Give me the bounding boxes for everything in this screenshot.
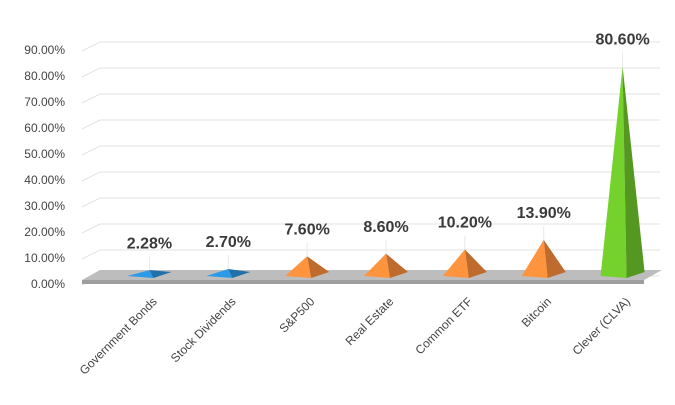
value-label: 2.28% (127, 235, 172, 252)
y-tick-label: 0.00% (31, 277, 65, 291)
pyramid (127, 270, 154, 278)
grid-line (81, 197, 660, 208)
x-tick-label: Bitcoin (519, 294, 554, 329)
value-label: 80.60% (595, 32, 649, 49)
y-tick-label: 10.00% (24, 251, 65, 265)
value-label: 10.20% (438, 215, 492, 232)
y-tick-label: 50.00% (24, 147, 65, 161)
floor-edge (82, 280, 644, 284)
value-label: 13.90% (517, 205, 571, 222)
pyramid (364, 253, 390, 278)
pyramid (206, 268, 233, 278)
x-tick-label: Real Estate (343, 294, 397, 348)
grid-line (81, 41, 660, 52)
pyramid-side (464, 249, 487, 278)
grid-line (81, 145, 660, 156)
y-tick-label: 70.00% (24, 95, 65, 109)
x-tick-label: Stock Dividends (168, 294, 239, 365)
pyramid-side (386, 253, 408, 278)
pyramid-side (543, 239, 566, 278)
grid-line (81, 119, 660, 130)
pyramid (442, 249, 469, 278)
y-tick-label: 90.00% (24, 43, 65, 57)
pyramid (521, 239, 548, 278)
y-tick-label: 20.00% (24, 225, 65, 239)
x-tick-label: Common ETF (413, 294, 476, 357)
pyramid (600, 66, 627, 278)
grid-line (81, 67, 660, 78)
pyramid-side (307, 256, 330, 278)
value-label: 2.70% (206, 234, 251, 251)
pyramid (285, 256, 312, 278)
y-tick-label: 30.00% (24, 199, 65, 213)
grid-line (81, 171, 660, 182)
y-tick-label: 60.00% (24, 121, 65, 135)
pyramid-side (228, 268, 251, 278)
x-tick-label: S&P500 (276, 294, 317, 335)
grid-line (81, 93, 660, 104)
value-label: 8.60% (363, 219, 408, 236)
pyramid-side (622, 66, 645, 278)
pyramid-side (149, 270, 172, 278)
grid-line (81, 249, 660, 260)
y-tick-label: 80.00% (24, 69, 65, 83)
grid-line (81, 223, 660, 234)
x-tick-label: Government Bonds (77, 294, 160, 377)
value-label: 7.60% (284, 221, 329, 238)
x-tick-label: Clever (CLVA) (570, 294, 633, 357)
y-tick-label: 40.00% (24, 173, 65, 187)
